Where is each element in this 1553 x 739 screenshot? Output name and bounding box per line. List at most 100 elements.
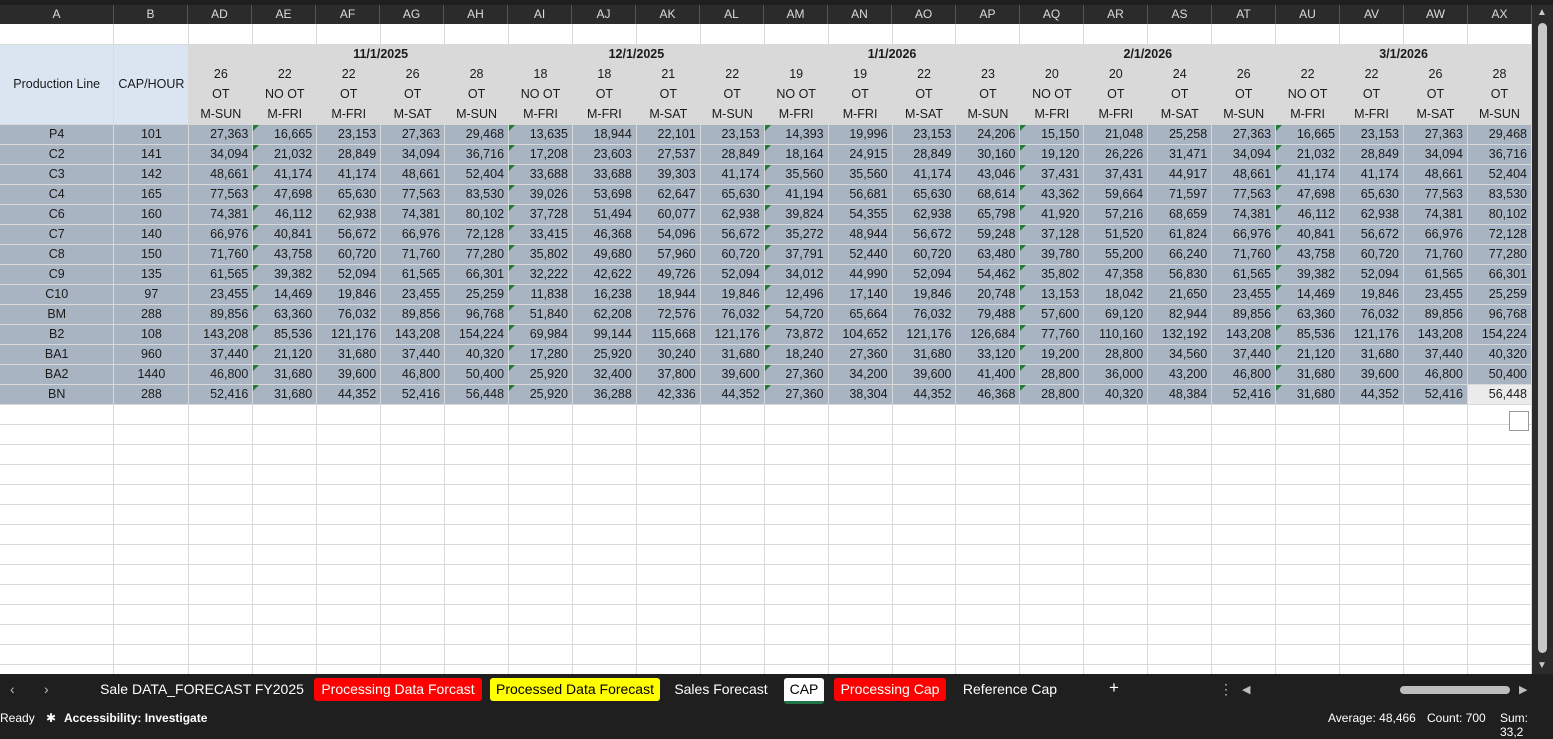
column-header-aq[interactable]: AQ	[1020, 5, 1084, 24]
cell[interactable]	[1211, 604, 1277, 625]
cell[interactable]	[700, 464, 765, 485]
capacity-cell[interactable]: 31,680	[1275, 364, 1341, 385]
cell[interactable]	[508, 544, 573, 565]
capacity-cell[interactable]: 34,200	[828, 364, 893, 385]
column-header-ai[interactable]: AI	[508, 5, 572, 24]
cell[interactable]	[1467, 504, 1532, 525]
capacity-cell[interactable]: 82,944	[1147, 304, 1213, 325]
capacity-cell[interactable]: 74,381	[1403, 204, 1468, 225]
month-header[interactable]: 1/1/2026	[764, 44, 1021, 65]
capacity-cell[interactable]: 32,222	[508, 264, 573, 285]
capacity-cell[interactable]: 37,440	[1403, 344, 1468, 365]
cell[interactable]	[444, 24, 510, 45]
capacity-cell[interactable]: 71,760	[188, 244, 254, 265]
ot-header[interactable]: OT	[572, 84, 637, 105]
capacity-cell[interactable]: 40,320	[1083, 384, 1149, 405]
scroll-up-icon[interactable]: ▲	[1537, 7, 1547, 18]
capacity-cell[interactable]: 43,758	[1275, 244, 1341, 265]
cell[interactable]	[316, 644, 382, 665]
cell[interactable]	[955, 584, 1021, 605]
cell[interactable]	[1211, 544, 1277, 565]
cell[interactable]	[0, 644, 115, 665]
cell[interactable]	[0, 664, 115, 674]
capacity-cell[interactable]: 35,802	[1019, 264, 1085, 285]
capacity-cell[interactable]: 61,565	[380, 264, 446, 285]
capacity-cell[interactable]: 41,174	[892, 164, 957, 185]
cell[interactable]	[955, 624, 1021, 645]
capacity-cell[interactable]: 43,046	[955, 164, 1021, 185]
capacity-cell[interactable]: 52,416	[1403, 384, 1468, 405]
capacity-cell[interactable]: 77,280	[444, 244, 510, 265]
cell[interactable]	[252, 404, 318, 425]
production-line-cell[interactable]: C10	[0, 284, 115, 305]
capacity-cell[interactable]: 61,565	[1211, 264, 1277, 285]
capacity-cell[interactable]: 76,032	[1339, 304, 1404, 325]
column-header-af[interactable]: AF	[316, 5, 380, 24]
capacity-cell[interactable]: 65,630	[1339, 184, 1404, 205]
capacity-cell[interactable]: 33,120	[955, 344, 1021, 365]
cell[interactable]	[1083, 524, 1149, 545]
days-header[interactable]: 19	[764, 64, 829, 85]
cell[interactable]	[380, 604, 446, 625]
cap-hour-cell[interactable]: 97	[113, 284, 190, 305]
capacity-cell[interactable]: 56,681	[828, 184, 893, 205]
cell[interactable]	[1403, 624, 1468, 645]
capacity-cell[interactable]: 19,120	[1019, 144, 1085, 165]
cell[interactable]	[252, 504, 318, 525]
capacity-cell[interactable]: 143,208	[1403, 324, 1468, 345]
cell[interactable]	[113, 564, 190, 585]
cell[interactable]	[1211, 504, 1277, 525]
column-header-ad[interactable]: AD	[188, 5, 252, 24]
cell[interactable]	[113, 424, 190, 445]
cell[interactable]	[1275, 404, 1341, 425]
capacity-cell[interactable]: 54,720	[764, 304, 829, 325]
cell[interactable]	[1275, 544, 1341, 565]
capacity-cell[interactable]: 44,352	[700, 384, 765, 405]
ot-header[interactable]: NO OT	[252, 84, 318, 105]
capacity-cell[interactable]: 40,320	[444, 344, 510, 365]
cap-hour-cell[interactable]: 135	[113, 264, 190, 285]
column-header-as[interactable]: AS	[1148, 5, 1212, 24]
ot-header[interactable]: OT	[700, 84, 765, 105]
cap-hour-cell[interactable]: 1440	[113, 364, 190, 385]
cell[interactable]	[636, 604, 701, 625]
capacity-cell[interactable]: 21,048	[1083, 124, 1149, 145]
capacity-cell[interactable]: 29,468	[444, 124, 510, 145]
capacity-cell[interactable]: 66,301	[444, 264, 510, 285]
capacity-cell[interactable]: 39,303	[636, 164, 701, 185]
cell[interactable]	[380, 664, 446, 674]
cell[interactable]	[188, 424, 254, 445]
cell[interactable]	[252, 584, 318, 605]
cell[interactable]	[572, 404, 637, 425]
cell[interactable]	[700, 24, 765, 45]
cell[interactable]	[892, 484, 957, 505]
cell[interactable]	[636, 644, 701, 665]
cell[interactable]	[113, 584, 190, 605]
ot-header[interactable]: OT	[955, 84, 1021, 105]
days-header[interactable]: 21	[636, 64, 701, 85]
cell[interactable]	[1147, 564, 1213, 585]
production-line-cell[interactable]: B2	[0, 324, 115, 345]
schedule-header[interactable]: M-SUN	[700, 104, 765, 125]
capacity-cell[interactable]: 57,960	[636, 244, 701, 265]
capacity-cell[interactable]: 62,938	[700, 204, 765, 225]
schedule-header[interactable]: M-FRI	[252, 104, 318, 125]
capacity-cell[interactable]: 62,208	[572, 304, 637, 325]
schedule-header[interactable]: M-SUN	[1211, 104, 1277, 125]
production-line-cell[interactable]: BA1	[0, 344, 115, 365]
cell[interactable]	[508, 464, 573, 485]
capacity-cell[interactable]: 48,661	[380, 164, 446, 185]
cell[interactable]	[764, 504, 829, 525]
cell[interactable]	[1019, 564, 1085, 585]
ot-header[interactable]: OT	[380, 84, 446, 105]
ot-header[interactable]: OT	[444, 84, 510, 105]
cell[interactable]	[1403, 24, 1468, 45]
ot-header[interactable]: NO OT	[764, 84, 829, 105]
cell[interactable]	[572, 564, 637, 585]
cell[interactable]	[1275, 624, 1341, 645]
capacity-cell[interactable]: 25,920	[572, 344, 637, 365]
cell[interactable]	[1147, 504, 1213, 525]
ot-header[interactable]: NO OT	[508, 84, 573, 105]
capacity-cell[interactable]: 61,565	[188, 264, 254, 285]
capacity-cell[interactable]: 29,468	[1467, 124, 1532, 145]
